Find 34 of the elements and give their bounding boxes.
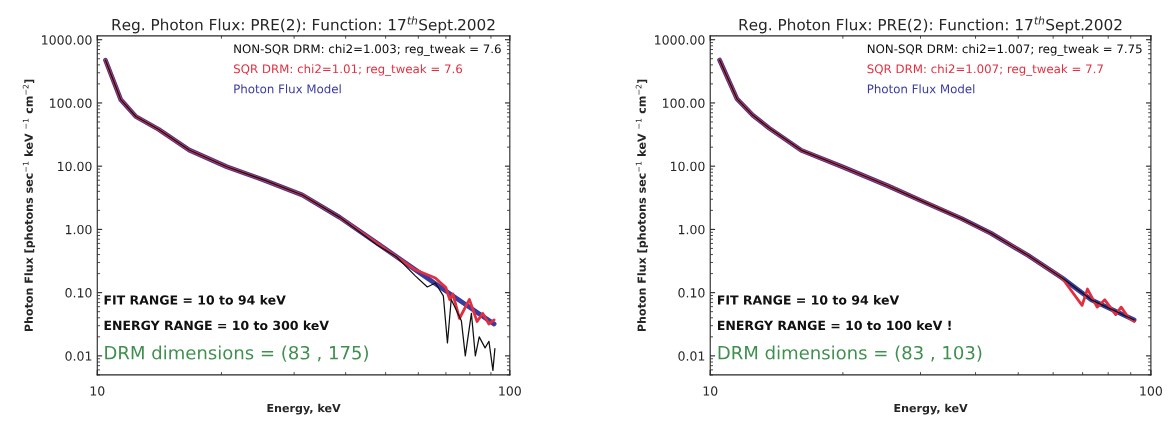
annotation: DRM dimensions = (83 , 103) — [718, 345, 982, 362]
x-tick-label: 10 — [90, 386, 105, 396]
y-tick-label: 1.00 — [65, 224, 92, 235]
x-axis-title: Energy, keV — [894, 403, 968, 415]
annotation: ENERGY RANGE = 10 to 100 keV ! — [717, 320, 951, 331]
text: SQR DRM: chi2=1.007; reg_tweak = 7.7 — [867, 64, 1103, 76]
x-tick-label: 100 — [499, 386, 521, 396]
y-tick-label: 100.00 — [50, 98, 92, 108]
x-axis-title: Energy, keV — [267, 403, 341, 415]
chart-title: Reg. Photon Flux: PRE(2): Function: 17$^{th}$Sept.2002 — [739, 16, 1122, 34]
y-tick-label: 10.00 — [670, 161, 705, 172]
annotation: FIT RANGE = 10 to 94 keV — [104, 295, 286, 305]
annotation: ENERGY RANGE = 10 to 300 keV — [104, 320, 329, 331]
x-tick-label: 10 — [703, 386, 718, 396]
y-tick-label: 1.00 — [678, 224, 705, 235]
chart-title: Reg. Photon Flux: PRE(2): Function: 17$^{th}$Sept.2002 — [112, 16, 495, 34]
text: Photon Flux Model — [234, 84, 341, 94]
y-tick-label: 1000.00 — [655, 35, 705, 45]
y-tick-label: 1000.00 — [42, 35, 92, 45]
annotation: DRM dimensions = (83 , 175) — [105, 345, 368, 362]
y-axis-title: Photon Flux [photons sec$^{−1}$ keV $^{−1}$ cm$^{−2}$] — [22, 79, 36, 332]
y-tick-label: 0.10 — [65, 288, 92, 298]
y-tick-label: 0.01 — [65, 351, 92, 361]
y-tick-label: 0.10 — [678, 288, 705, 298]
text: SQR DRM: chi2=1.01; reg_tweak = 7.6 — [233, 64, 463, 76]
annotation: FIT RANGE = 10 to 94 keV — [717, 295, 900, 305]
text: NON-SQR DRM: chi2=1.003; reg_tweak = 7.6 — [234, 44, 501, 56]
y-tick-label: 0.01 — [678, 351, 705, 361]
y-tick-label: 100.00 — [663, 98, 705, 108]
x-tick-label: 100 — [1140, 386, 1162, 396]
text: NON-SQR DRM: chi2=1.007; reg_tweak = 7.75 — [867, 44, 1142, 56]
y-tick-label: 10.00 — [58, 161, 92, 172]
text: Photon Flux Model — [867, 84, 975, 94]
y-axis-title: Photon Flux [photons sec$^{−1}$ keV $^{−1}$ cm$^{−2}$] — [635, 79, 649, 332]
